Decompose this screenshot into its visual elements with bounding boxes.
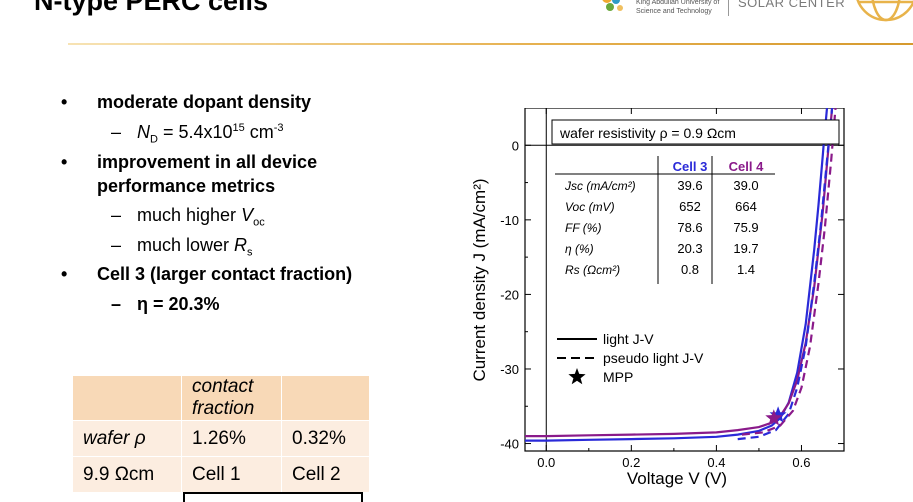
wafer-resistivity-annotation: wafer resistivity ρ = 0.9 Ωcm — [559, 125, 736, 141]
contact-fraction-table: contact fraction wafer ρ 1.26% 0.32% 9.9… — [72, 375, 370, 493]
params-value: 39.6 — [677, 178, 702, 193]
legend-star-icon — [568, 368, 586, 385]
jv-chart: 0-10-20-30-400.0 0.2 0.4 0.6 Voltage V (V) … — [470, 108, 845, 488]
table-cell — [281, 375, 370, 421]
x-tick-label: 0.6 — [792, 455, 810, 470]
bullet-text: improvement in all device — [97, 152, 318, 172]
table-cell: 0.32% — [281, 420, 370, 457]
legend-label: pseudo light J-V — [603, 350, 704, 366]
sub-bullet-dash: – — [111, 294, 122, 314]
sub-bullet-text: much higher Voc — [137, 205, 265, 229]
sub-bullet-dash: – — [111, 235, 122, 255]
table-cell — [72, 375, 182, 421]
params-value: 39.0 — [733, 178, 758, 193]
params-row-label: Rs (Ωcm²) — [565, 263, 620, 277]
params-value: 75.9 — [733, 220, 758, 235]
table-row: contact fraction — [72, 375, 370, 421]
y-axis-label: Current density J (mA/cm²) — [470, 178, 489, 381]
legend-label: MPP — [603, 369, 633, 385]
mpp-star-marker — [769, 406, 787, 423]
series-line-pseudo-4 — [741, 108, 837, 436]
sub-bullet-dash: – — [111, 205, 122, 225]
legend-label: light J-V — [603, 331, 654, 347]
university-name: King Abdullah University of Science and … — [636, 0, 720, 15]
mpp-star-marker — [765, 409, 783, 426]
plot-frame — [524, 108, 845, 452]
x-tick-label: 0.4 — [707, 455, 725, 470]
kaust-logo-icon — [602, 0, 623, 11]
params-row-label: FF (%) — [565, 221, 601, 235]
bullet-dot: • — [61, 92, 68, 112]
params-row-label: η (%) — [565, 242, 594, 256]
params-value: 664 — [735, 199, 757, 214]
table-row: 9.9 Ωcm Cell 1 Cell 2 — [72, 456, 370, 493]
title-rule — [68, 43, 913, 45]
bullet-dot: • — [61, 264, 68, 284]
params-row-label: Voc (mV) — [565, 200, 615, 214]
params-value: 0.8 — [681, 262, 699, 277]
sub-bullet-dash: – — [111, 122, 122, 142]
table-row: wafer ρ 1.26% 0.32% — [72, 420, 370, 457]
table-cell: Cell 2 — [281, 456, 370, 493]
globe-icon — [856, 0, 913, 22]
x-tick-label: 0.0 — [537, 455, 555, 470]
sub-bullet-text: much lower Rs — [137, 235, 253, 259]
slide-title: N-type PERC cells — [34, 0, 269, 16]
solar-center-name: SOLAR CENTER — [738, 0, 846, 10]
x-axis-label: Voltage V (V) — [627, 469, 727, 488]
bullet-text: moderate dopant density — [97, 92, 312, 112]
y-tick-label: -40 — [500, 437, 519, 452]
params-column-header: Cell 3 — [673, 159, 708, 174]
series-line-pseudo-3 — [737, 108, 834, 441]
logo-divider — [728, 0, 729, 16]
table-header-cell: contact fraction — [181, 375, 282, 421]
bullet-list: • moderate dopant density – ND = 5.4x101… — [0, 0, 420, 330]
params-value: 19.7 — [733, 241, 758, 256]
params-value: 652 — [679, 199, 701, 214]
bullet-dot: • — [61, 152, 68, 172]
params-value: 20.3 — [677, 241, 702, 256]
x-tick-label: 0.2 — [622, 455, 640, 470]
params-value: 78.6 — [677, 220, 702, 235]
table-outline-box — [183, 492, 363, 502]
table-cell: 9.9 Ωcm — [72, 456, 182, 493]
sub-bullet-text: ND = 5.4x1015 cm-3 — [137, 122, 284, 146]
legend: light J-V pseudo light J-V MPP — [557, 331, 704, 385]
y-tick-label: -10 — [500, 213, 519, 228]
table-cell: wafer ρ — [72, 420, 182, 457]
params-row-label: Jsc (mA/cm²) — [564, 179, 636, 193]
kaust-solar-center-logo: King Abdullah University of Science and … — [592, 0, 913, 22]
y-tick-label: -20 — [500, 287, 519, 302]
sub-bullet-text: η = 20.3% — [137, 294, 220, 314]
annotation-box — [551, 119, 840, 145]
params-column-header: Cell 4 — [729, 159, 764, 174]
bullet-text: Cell 3 (larger contact fraction) — [97, 264, 353, 284]
table-cell: 1.26% — [181, 420, 282, 457]
table-cell: Cell 1 — [181, 456, 282, 493]
params-table: Cell 3 Cell 4 Jsc (mA/cm²) 39.6 39.0 Voc (mV)… — [555, 156, 775, 284]
params-value: 1.4 — [737, 262, 755, 277]
bullet-text: performance metrics — [97, 176, 276, 196]
y-tick-label: -30 — [500, 362, 519, 377]
y-tick-label: 0 — [512, 138, 519, 153]
